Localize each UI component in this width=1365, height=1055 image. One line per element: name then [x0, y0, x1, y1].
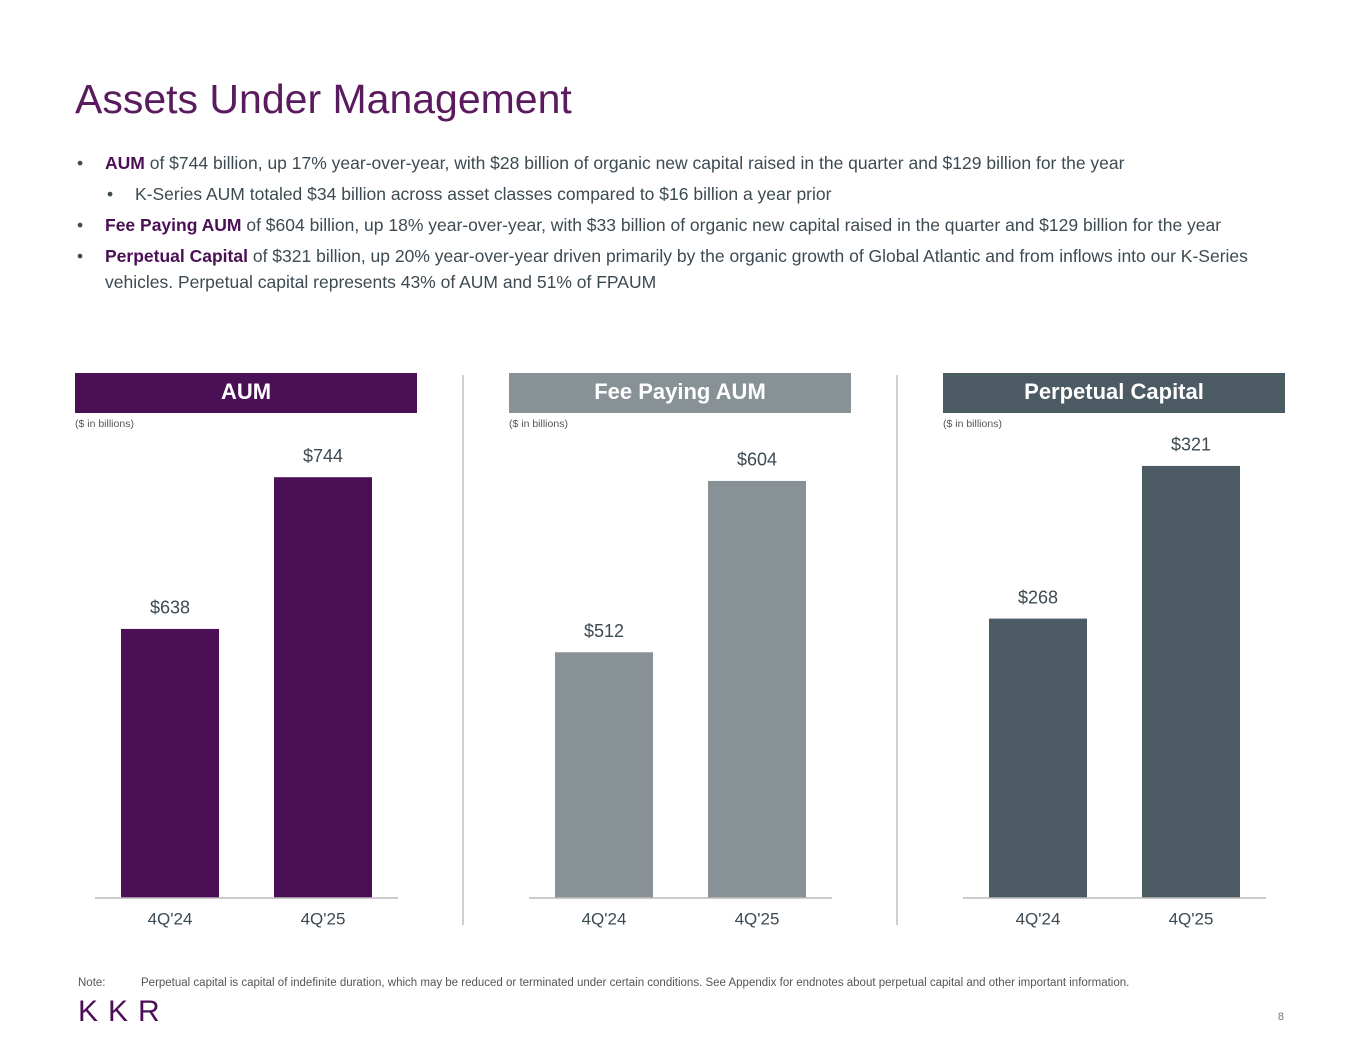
panel-title: AUM	[221, 379, 271, 404]
bullet: AUM of $744 billion, up 17% year-over-ye…	[75, 150, 1265, 176]
bullet-lead: Perpetual Capital	[105, 246, 248, 266]
bullet-text: of $744 billion, up 17% year-over-year, …	[144, 153, 1125, 173]
bar	[989, 618, 1087, 898]
x-tick-label: 4Q'24	[582, 909, 627, 928]
bar	[708, 480, 806, 898]
note-label: Note:	[78, 977, 106, 989]
x-tick-label: 4Q'25	[1169, 909, 1214, 928]
bar	[121, 628, 219, 898]
value-label: $321	[1171, 435, 1211, 455]
logo: KKR	[78, 995, 170, 1028]
panel-subtitle: ($ in billions)	[75, 418, 134, 430]
bar	[1142, 465, 1240, 898]
panel-title: Fee Paying AUM	[594, 379, 766, 404]
panel-header	[75, 373, 417, 413]
page-number: 8	[1278, 1011, 1284, 1023]
bullet-list: AUM of $744 billion, up 17% year-over-ye…	[75, 150, 1265, 300]
x-tick-label: 4Q'25	[735, 909, 780, 928]
x-tick-label: 4Q'25	[301, 909, 346, 928]
bullet-text: of $604 billion, up 18% year-over-year, …	[241, 215, 1222, 235]
panel-subtitle: ($ in billions)	[943, 418, 1002, 430]
value-label: $268	[1018, 587, 1058, 607]
x-tick-label: 4Q'24	[148, 909, 193, 928]
bullet: Perpetual Capital of $321 billion, up 20…	[75, 243, 1265, 295]
panel-header	[509, 373, 851, 413]
note-text: Perpetual capital is capital of indefini…	[141, 977, 1129, 989]
panel-subtitle: ($ in billions)	[509, 418, 568, 430]
bar	[555, 652, 653, 898]
value-label: $638	[150, 598, 190, 618]
panel-header	[943, 373, 1285, 413]
bullet: Fee Paying AUM of $604 billion, up 18% y…	[75, 212, 1265, 238]
value-label: $604	[737, 450, 777, 470]
panel-title: Perpetual Capital	[1024, 379, 1204, 404]
value-label: $744	[303, 446, 343, 466]
sub-bullet: K-Series AUM totaled $34 billion across …	[75, 181, 1265, 207]
bullet-lead: AUM	[105, 153, 145, 173]
bullet-lead: Fee Paying AUM	[105, 215, 242, 235]
slide-title: Assets Under Management	[75, 76, 572, 122]
value-label: $512	[584, 621, 624, 641]
x-tick-label: 4Q'24	[1016, 909, 1061, 928]
bullet-text: of $321 billion, up 20% year-over-year d…	[105, 246, 1248, 292]
bar	[274, 477, 372, 898]
